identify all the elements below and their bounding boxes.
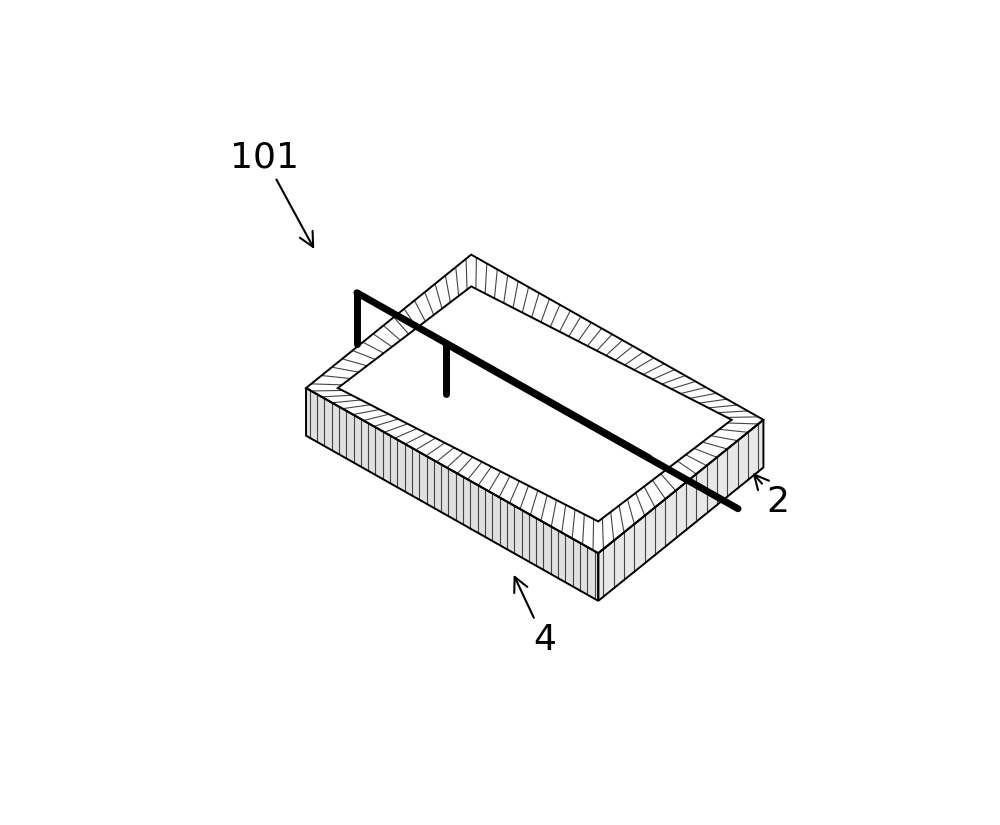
Polygon shape	[306, 388, 598, 601]
Polygon shape	[306, 255, 763, 554]
Text: 101: 101	[230, 140, 313, 247]
Text: 4: 4	[514, 577, 556, 657]
Polygon shape	[338, 286, 732, 521]
Polygon shape	[598, 420, 763, 601]
Text: 2: 2	[754, 474, 790, 520]
